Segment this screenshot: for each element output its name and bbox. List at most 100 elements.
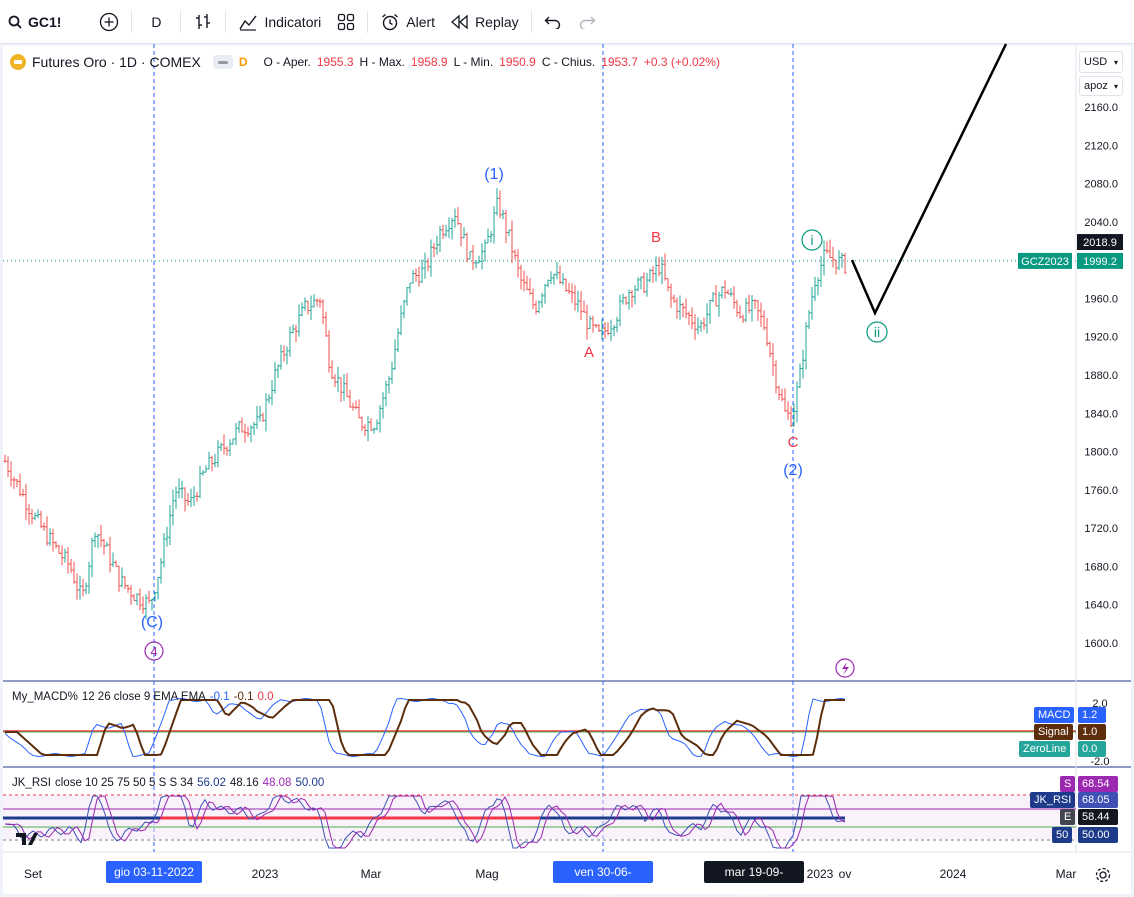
price-axis-tick: 1760.0: [1084, 485, 1118, 497]
rsi-line: [4, 795, 846, 849]
price-axis-tick: 2040.0: [1084, 217, 1118, 229]
templates-button[interactable]: [329, 6, 363, 38]
macd-scale-bottom: -2.0: [1091, 756, 1110, 768]
rsi-s-badge-value: 68.54: [1078, 776, 1118, 792]
unit-dropdown[interactable]: apoz ▾: [1079, 76, 1123, 96]
rsi-params: close 10 25 75 50 5 S S 34: [55, 777, 194, 789]
bars-chart-icon: [196, 13, 211, 29]
unit-label: apoz: [1084, 80, 1108, 92]
rsi-value-4: 50.00: [295, 777, 325, 789]
tradingview-logo-icon: [16, 833, 38, 845]
time-axis-label: 2023: [807, 867, 834, 881]
price-axis-tick: 1960.0: [1084, 293, 1118, 305]
time-axis-label: ov: [839, 867, 852, 881]
lightning-event-icon: [835, 658, 855, 678]
macd-value-1: -0.1: [209, 691, 230, 703]
chart-settings-button[interactable]: [1094, 866, 1112, 884]
symbol-label: GC1!: [28, 13, 62, 30]
time-axis-label: Mag: [475, 867, 498, 881]
contract-badge-label: GCZ2023: [1021, 256, 1069, 268]
wave-label-i: i: [810, 232, 813, 248]
wave-label-c: C: [788, 434, 799, 451]
rsi-value-3: 48.08: [262, 777, 292, 789]
wave-circle-ii: [866, 321, 888, 343]
macd-value-2: -0.1: [233, 691, 254, 703]
wave-circle-i: [801, 229, 823, 251]
rsi-legend[interactable]: JK_RSI close 10 25 75 50 5 S S 34 56.02 …: [12, 777, 324, 789]
rsi-name: JK_RSI: [12, 777, 51, 789]
close-label: C - Chius.: [541, 55, 596, 69]
currency-label: USD: [1084, 56, 1108, 68]
macd-legend[interactable]: My_MACD% 12 26 close 9 EMA EMA -0.1 -0.1…: [12, 691, 273, 703]
plus-circle-icon: [100, 12, 119, 31]
redo-button[interactable]: [570, 6, 604, 38]
chart-type-button[interactable]: [185, 6, 221, 38]
macd-name: My_MACD%: [12, 691, 78, 703]
crosshair-date-label-1: gio 03-11-2022: [106, 861, 202, 883]
hide-legend-toggle[interactable]: [212, 55, 233, 69]
wave-label-2: (2): [783, 462, 803, 479]
chevron-down-icon: ▾: [1113, 57, 1118, 67]
price-axis-tick: 2080.0: [1084, 179, 1118, 191]
interval-label: D: [151, 13, 162, 30]
contract-price-badge-bg: [1077, 252, 1123, 269]
toolbar-divider: [180, 10, 182, 33]
signal-badge-label: Signal: [1034, 724, 1073, 740]
toolbar-divider: [225, 10, 227, 33]
symbol-search-button[interactable]: GC1!: [0, 6, 69, 38]
wave-label-1: (1): [484, 166, 504, 183]
chart-container[interactable]: [0, 44, 1134, 897]
contract-price-badge: 1999.2: [1083, 256, 1117, 268]
signal-line: [5, 699, 845, 756]
wave-label-ii: ii: [874, 324, 880, 340]
rsi-50-badge-value: 50.00: [1078, 827, 1118, 843]
time-axis-label: Mar: [1056, 867, 1077, 881]
open-value: 1955.3: [316, 55, 354, 69]
gear-icon: [1095, 867, 1111, 883]
compare-symbol-button[interactable]: [91, 6, 127, 38]
lightning-icon: [842, 662, 849, 675]
time-axis-label: 2023: [252, 867, 279, 881]
last-price-badge-bg: [1077, 234, 1123, 251]
rsi-signal-line: [5, 795, 846, 849]
high-value: 1958.9: [410, 55, 448, 69]
alert-button[interactable]: Alert: [372, 6, 443, 38]
price-axis-tick: 1840.0: [1084, 408, 1118, 420]
close-value: 1953.7: [601, 55, 638, 69]
main-series-legend[interactable]: Futures Oro · 1D · COMEX D O - Aper. 195…: [10, 52, 720, 72]
replay-label: Replay: [475, 13, 519, 30]
rsi-value-2: 48.16: [229, 777, 259, 789]
macd-value-3: 0.0: [257, 691, 274, 703]
wave-projection-line: [850, 43, 1008, 316]
price-axis-tick: 1600.0: [1084, 638, 1118, 650]
signal-badge-value: 1.0: [1078, 724, 1106, 740]
indicators-icon: [239, 15, 258, 31]
last-price-badge: 2018.9: [1083, 237, 1117, 249]
wave-circle-4: [144, 641, 164, 661]
rewind-icon: [451, 14, 468, 29]
grid-icon: [338, 13, 355, 30]
price-axis-tick: 1680.0: [1084, 561, 1118, 573]
rsi-e-badge-value: 58.44: [1078, 809, 1118, 825]
low-value: 1950.9: [499, 55, 536, 69]
currency-dropdown[interactable]: USD ▾: [1079, 51, 1123, 73]
search-icon: [8, 15, 22, 29]
interval-button[interactable]: D: [136, 6, 176, 38]
macd-badge-value: 1.2: [1078, 707, 1106, 723]
time-axis-label: 2024: [940, 867, 967, 881]
undo-button[interactable]: [536, 6, 570, 38]
time-axis-label: Set: [24, 867, 43, 881]
alarm-clock-icon: [382, 13, 399, 30]
replay-button[interactable]: Replay: [443, 6, 527, 38]
zeroline-badge-label: ZeroLine: [1019, 741, 1071, 757]
wave-label-a: A: [584, 344, 594, 361]
price-axis-tick: 1640.0: [1084, 600, 1118, 612]
price-axis-tick: 2120.0: [1084, 140, 1118, 152]
crosshair-date-label-3: mar 19-09-2023: [704, 861, 804, 897]
chevron-down-icon: ▾: [1113, 81, 1118, 91]
high-label: H - Max.: [359, 55, 405, 69]
indicators-button[interactable]: Indicatori: [230, 6, 329, 38]
rsi-value-1: 56.02: [197, 777, 226, 789]
